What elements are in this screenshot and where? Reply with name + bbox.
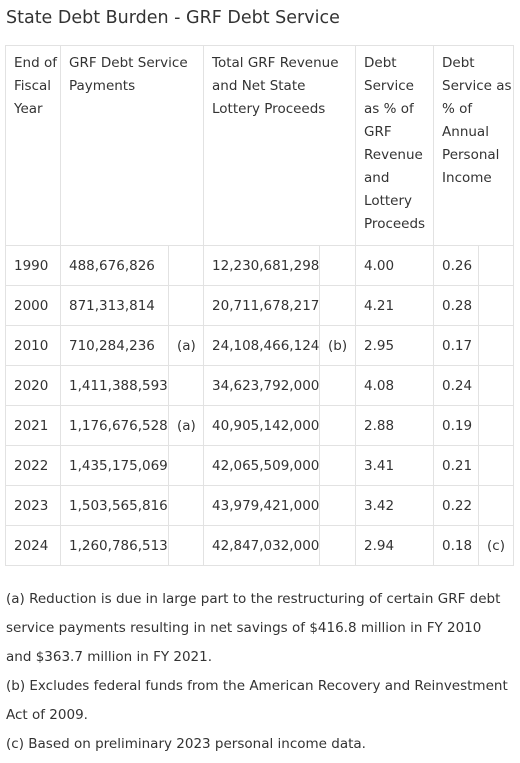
- header-fiscal-year: End of Fiscal Year: [5, 45, 61, 246]
- debt-service-table: End of Fiscal Year GRF Debt Service Paym…: [5, 45, 515, 566]
- cell-payments-note: [167, 245, 205, 286]
- cell-income-note: (c): [478, 525, 515, 566]
- cell-grf-payments: 871,313,814: [60, 285, 169, 326]
- cell-pct-revenue: 4.21: [355, 285, 435, 326]
- cell-grf-payments: 488,676,826: [60, 245, 169, 286]
- cell-payments-note: [167, 365, 205, 406]
- cell-pct-revenue: 2.94: [355, 525, 435, 566]
- header-row: End of Fiscal Year GRF Debt Service Paym…: [5, 45, 515, 246]
- cell-total-revenue: 40,905,142,000: [203, 405, 321, 446]
- cell-pct-income: 0.26: [433, 245, 480, 286]
- table-row: 2021 1,176,676,528 (a) 40,905,142,000 2.88 0.…: [5, 405, 515, 446]
- cell-income-note: [478, 325, 515, 366]
- header-pct-revenue: Debt Service as % of GRF Revenue and Lot…: [355, 45, 435, 246]
- cell-income-note: [478, 445, 515, 486]
- table-row: 2000 871,313,814 20,711,678,217 4.21 0.28: [5, 285, 515, 326]
- cell-grf-payments: 1,435,175,069: [60, 445, 169, 486]
- cell-payments-note: [167, 485, 205, 526]
- cell-fiscal-year: 2023: [5, 485, 61, 526]
- cell-pct-revenue: 4.00: [355, 245, 435, 286]
- cell-grf-payments: 1,503,565,816: [60, 485, 169, 526]
- cell-grf-payments: 710,284,236: [60, 325, 169, 366]
- cell-payments-note: [167, 445, 205, 486]
- cell-pct-income: 0.17: [433, 325, 480, 366]
- cell-payments-note: (a): [167, 405, 205, 446]
- cell-total-revenue: 42,065,509,000: [203, 445, 321, 486]
- cell-revenue-note: (b): [319, 325, 357, 366]
- header-total-revenue: Total GRF Revenue and Net State Lottery …: [203, 45, 357, 246]
- cell-revenue-note: [319, 285, 357, 326]
- cell-pct-income: 0.21: [433, 445, 480, 486]
- cell-total-revenue: 20,711,678,217: [203, 285, 321, 326]
- cell-pct-income: 0.22: [433, 485, 480, 526]
- cell-revenue-note: [319, 485, 357, 526]
- cell-payments-note: (a): [167, 325, 205, 366]
- cell-fiscal-year: 2024: [5, 525, 61, 566]
- page-title: State Debt Burden - GRF Debt Service: [6, 8, 340, 28]
- cell-total-revenue: 43,979,421,000: [203, 485, 321, 526]
- cell-fiscal-year: 2020: [5, 365, 61, 406]
- cell-payments-note: [167, 525, 205, 566]
- cell-payments-note: [167, 285, 205, 326]
- cell-fiscal-year: 2021: [5, 405, 61, 446]
- cell-income-note: [478, 365, 515, 406]
- cell-revenue-note: [319, 405, 357, 446]
- table-row: 2010 710,284,236 (a) 24,108,466,124 (b) 2.95 0…: [5, 325, 515, 366]
- cell-revenue-note: [319, 445, 357, 486]
- header-pct-income: Debt Service as % of Annual Personal Inc…: [433, 45, 515, 246]
- cell-income-note: [478, 245, 515, 286]
- cell-income-note: [478, 405, 515, 446]
- cell-pct-income: 0.28: [433, 285, 480, 326]
- cell-pct-income: 0.18: [433, 525, 480, 566]
- table-row: 1990 488,676,826 12,230,681,298 4.00 0.26: [5, 245, 515, 286]
- cell-income-note: [478, 285, 515, 326]
- header-grf-payments: GRF Debt Service Payments: [59, 45, 205, 246]
- cell-fiscal-year: 2010: [5, 325, 61, 366]
- cell-grf-payments: 1,260,786,513: [60, 525, 169, 566]
- cell-revenue-note: [319, 245, 357, 286]
- cell-income-note: [478, 485, 515, 526]
- cell-grf-payments: 1,411,388,593: [60, 365, 169, 406]
- cell-grf-payments: 1,176,676,528: [60, 405, 169, 446]
- table-row: 2020 1,411,388,593 34,623,792,000 4.08 0.24: [5, 365, 515, 406]
- cell-total-revenue: 12,230,681,298: [203, 245, 321, 286]
- cell-revenue-note: [319, 525, 357, 566]
- footnotes: (a) Reduction is due in large part to th…: [6, 585, 511, 759]
- cell-pct-revenue: 4.08: [355, 365, 435, 406]
- cell-fiscal-year: 2022: [5, 445, 61, 486]
- table-row: 2022 1,435,175,069 42,065,509,000 3.41 0.21: [5, 445, 515, 486]
- cell-fiscal-year: 2000: [5, 285, 61, 326]
- cell-fiscal-year: 1990: [5, 245, 61, 286]
- table-row: 2024 1,260,786,513 42,847,032,000 2.94 0.18(…: [5, 525, 515, 566]
- cell-pct-revenue: 2.95: [355, 325, 435, 366]
- cell-total-revenue: 24,108,466,124: [203, 325, 321, 366]
- cell-pct-revenue: 3.42: [355, 485, 435, 526]
- cell-pct-income: 0.24: [433, 365, 480, 406]
- cell-revenue-note: [319, 365, 357, 406]
- cell-pct-revenue: 2.88: [355, 405, 435, 446]
- footnote-b: (b) Excludes federal funds from the Amer…: [6, 678, 508, 723]
- footnote-c: (c) Based on preliminary 2023 personal i…: [6, 736, 366, 752]
- cell-total-revenue: 42,847,032,000: [203, 525, 321, 566]
- cell-pct-revenue: 3.41: [355, 445, 435, 486]
- cell-total-revenue: 34,623,792,000: [203, 365, 321, 406]
- footnote-a: (a) Reduction is due in large part to th…: [6, 591, 501, 665]
- table-row: 2023 1,503,565,816 43,979,421,000 3.42 0.22: [5, 485, 515, 526]
- cell-pct-income: 0.19: [433, 405, 480, 446]
